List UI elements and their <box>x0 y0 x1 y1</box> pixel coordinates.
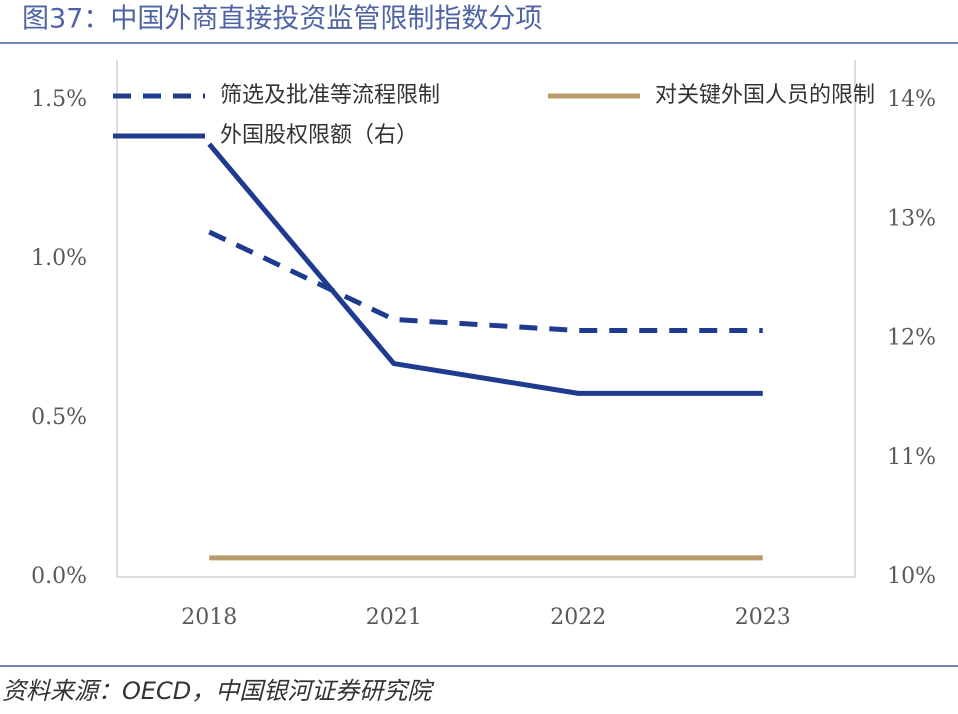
chart-title: 图37：中国外商直接投资监管限制指数分项 <box>22 4 542 35</box>
x-tick-label: 2023 <box>735 605 791 630</box>
legend-label: 筛选及批准等流程限制 <box>220 83 440 108</box>
y-tick-label: 1.5% <box>31 87 87 112</box>
legend-label: 对关键外国人员的限制 <box>655 83 875 108</box>
source: 资料来源：OECD，中国银河证券研究院 <box>2 677 435 705</box>
legend-label: 外国股权限额（右） <box>220 123 418 148</box>
y-tick-label: 0.0% <box>31 564 87 589</box>
series-line <box>208 229 763 334</box>
x-tick-label: 2021 <box>366 605 422 630</box>
y-tick-label: 1.0% <box>31 246 87 271</box>
x-tick-label: 2022 <box>550 605 606 630</box>
y2-tick-label: 12% <box>887 326 936 351</box>
y2-tick-label: 10% <box>887 564 936 589</box>
x-tick-label: 2018 <box>181 605 237 630</box>
y2-tick-label: 14% <box>887 87 936 112</box>
y2-tick-label: 11% <box>887 445 936 470</box>
series-line <box>207 142 763 396</box>
y-tick-label: 0.5% <box>31 405 87 430</box>
y2-tick-label: 13% <box>887 206 936 231</box>
